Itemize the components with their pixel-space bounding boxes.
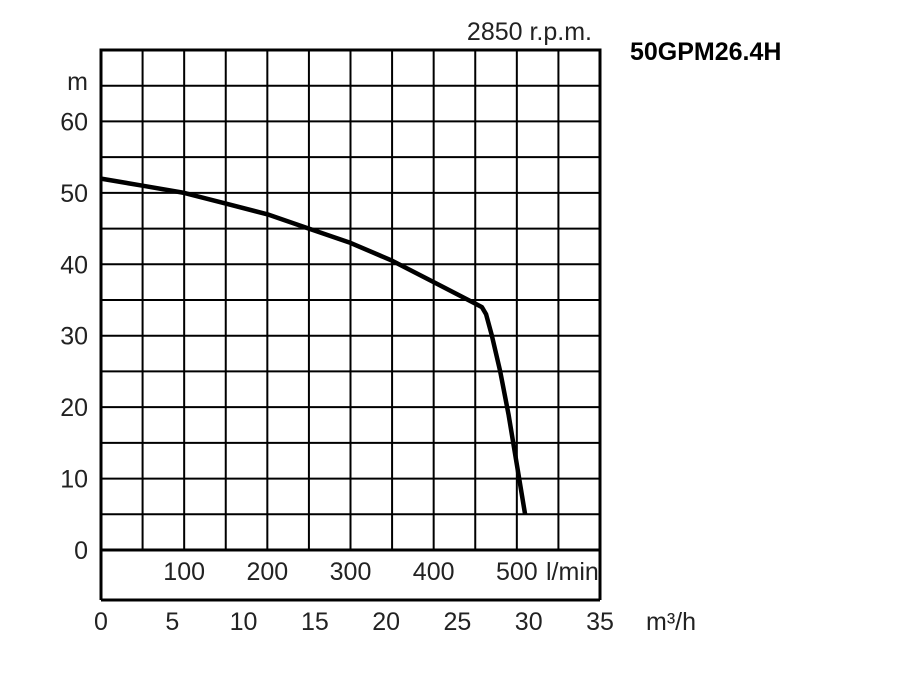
head-flow-curve <box>100 176 528 515</box>
x-unit-m3h-label: m³/h <box>646 608 696 636</box>
x-tick-label-lmin: 400 <box>413 558 455 586</box>
labels-layer: 0 10 20 30 40 50 60 100 200 300 400 500 0 5 10 15 20 25 30… <box>60 108 614 636</box>
y-tick-label: 50 <box>60 180 88 208</box>
x-unit-lmin-label: l/min <box>546 558 599 586</box>
y-tick-label: 40 <box>60 251 88 279</box>
x-tick-label-m3h: 5 <box>165 608 179 636</box>
plot-border <box>99 48 602 552</box>
x-tick-label-m3h: 15 <box>301 608 329 636</box>
curve-layer <box>100 176 528 515</box>
y-tick-label: 20 <box>60 394 88 422</box>
y-tick-label: 0 <box>74 537 88 565</box>
speed-label: 2850 r.p.m. <box>467 18 592 46</box>
x-tick-label-lmin: 500 <box>496 558 538 586</box>
grid <box>101 50 600 550</box>
y-tick-label: 60 <box>60 108 88 136</box>
x-tick-label-lmin: 200 <box>246 558 288 586</box>
x-tick-label-m3h: 20 <box>372 608 400 636</box>
y-tick-label: 10 <box>60 466 88 494</box>
x-tick-label-m3h: 35 <box>586 608 614 636</box>
y-unit-label: m <box>67 68 88 96</box>
x-tick-label-lmin: 300 <box>330 558 372 586</box>
x-tick-label-lmin: 100 <box>163 558 205 586</box>
y-tick-label: 30 <box>60 323 88 351</box>
model-title: 50GPM26.4H <box>630 38 781 66</box>
x-tick-label-m3h: 10 <box>230 608 258 636</box>
x-tick-label-m3h: 30 <box>515 608 543 636</box>
x-tick-label-m3h: 0 <box>94 608 108 636</box>
x-tick-label-m3h: 25 <box>444 608 472 636</box>
plot-frame <box>99 48 602 602</box>
